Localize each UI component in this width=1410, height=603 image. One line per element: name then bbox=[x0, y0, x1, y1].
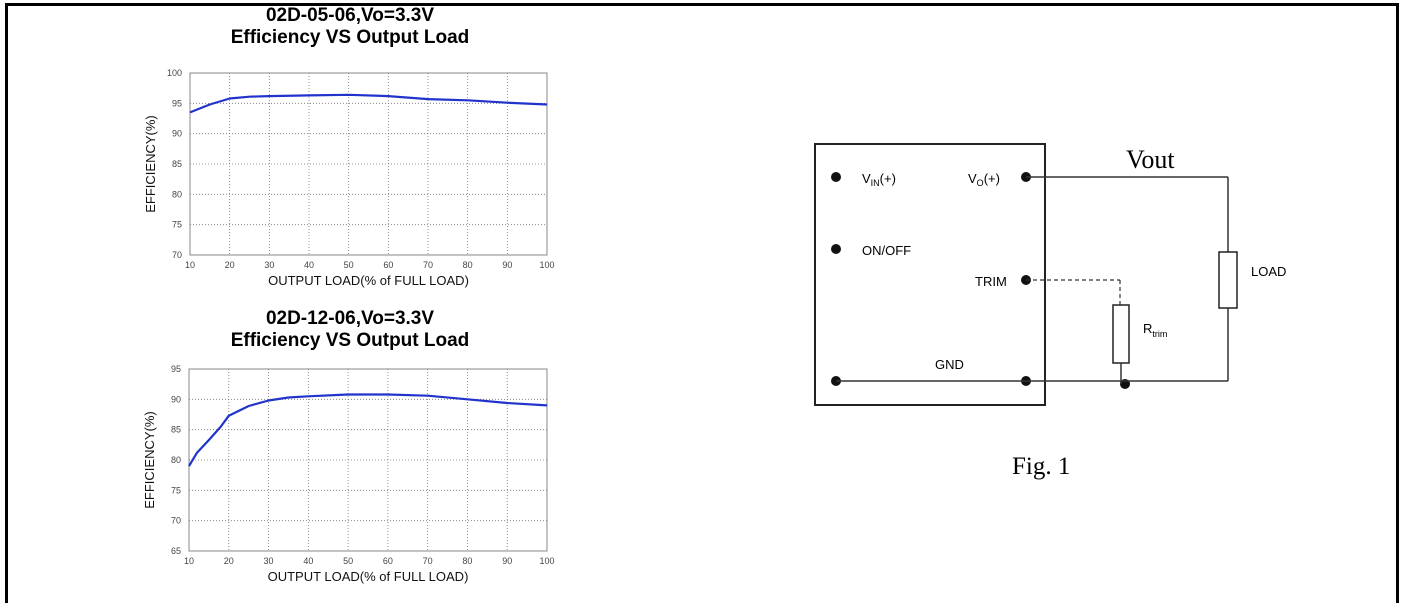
chart2-ytick-label: 85 bbox=[171, 425, 181, 435]
chart2-xtick-label: 80 bbox=[462, 556, 472, 566]
chart1-xtick-label: 90 bbox=[502, 260, 512, 270]
chart2-xtick-label: 70 bbox=[423, 556, 433, 566]
chart2-ytick-label: 90 bbox=[171, 394, 181, 404]
onoff-pin-dot bbox=[831, 244, 841, 254]
chart2-xtick-label: 10 bbox=[184, 556, 194, 566]
chart2-xtick-label: 40 bbox=[303, 556, 313, 566]
chart2-xtick-label: 30 bbox=[264, 556, 274, 566]
chart2-ytick-label: 80 bbox=[171, 455, 181, 465]
chart2-title-line2: Efficiency VS Output Load bbox=[230, 330, 470, 351]
trim-label: TRIM bbox=[975, 274, 1007, 289]
chart2-efficiency-line bbox=[188, 393, 548, 467]
chart2-ytick-label: 65 bbox=[171, 546, 181, 556]
chart1-xtick-label: 30 bbox=[264, 260, 274, 270]
chart1-ytick-label: 100 bbox=[167, 68, 182, 78]
load-resistor bbox=[1218, 251, 1238, 309]
load-label: LOAD bbox=[1251, 264, 1286, 279]
chart1-xtick-label: 20 bbox=[225, 260, 235, 270]
chart1-ytick-label: 80 bbox=[172, 189, 182, 199]
chart1-xtick-label: 70 bbox=[423, 260, 433, 270]
chart1-xtick-label: 10 bbox=[185, 260, 195, 270]
chart2-xtick-label: 90 bbox=[502, 556, 512, 566]
chart1-ytick-label: 95 bbox=[172, 98, 182, 108]
chart1-title-line1: 02D-05-06,Vo=3.3V bbox=[265, 5, 435, 26]
chart1-xtick-label: 60 bbox=[383, 260, 393, 270]
chart2-ytick-label: 75 bbox=[171, 485, 181, 495]
chart1-xtick-label: 40 bbox=[304, 260, 314, 270]
figure-caption: Fig. 1 bbox=[1012, 453, 1071, 480]
chart1-ytick-label: 90 bbox=[172, 129, 182, 139]
vo-label: VO(+) bbox=[968, 171, 1000, 188]
chart1-efficiency-line bbox=[189, 93, 548, 114]
chart2-xtick-label: 100 bbox=[539, 556, 554, 566]
chart2-xtick-label: 20 bbox=[224, 556, 234, 566]
chart2-plot-area bbox=[188, 368, 548, 552]
chart2-xtick-label: 50 bbox=[343, 556, 353, 566]
chart1-ytick-label: 75 bbox=[172, 220, 182, 230]
vin-label: VIN(+) bbox=[862, 171, 896, 188]
rtrim-label: Rtrim bbox=[1143, 321, 1167, 339]
chart2-xtick-label: 60 bbox=[383, 556, 393, 566]
chart2-yaxis-label: EFFICIENCY(%) bbox=[142, 411, 157, 509]
module-box bbox=[814, 143, 1046, 406]
chart1-xtick-label: 100 bbox=[539, 260, 554, 270]
chart2-ytick-label: 95 bbox=[171, 364, 181, 374]
chart1-xtick-label: 50 bbox=[344, 260, 354, 270]
chart1-xtick-label: 80 bbox=[463, 260, 473, 270]
vin-pin-dot bbox=[831, 172, 841, 182]
chart1-ytick-label: 70 bbox=[172, 250, 182, 260]
chart1-xaxis-label: OUTPUT LOAD(% of FULL LOAD) bbox=[268, 273, 469, 288]
chart1-title-line2: Efficiency VS Output Load bbox=[230, 27, 470, 48]
gnd-label: GND bbox=[935, 357, 964, 372]
onoff-label: ON/OFF bbox=[862, 243, 911, 258]
chart1-yaxis-label: EFFICIENCY(%) bbox=[143, 115, 158, 213]
rtrim-resistor bbox=[1112, 304, 1130, 364]
chart2-xaxis-label: OUTPUT LOAD(% of FULL LOAD) bbox=[268, 569, 469, 584]
page-frame bbox=[5, 3, 1399, 603]
chart1-ytick-label: 85 bbox=[172, 159, 182, 169]
chart2-title-line1: 02D-12-06,Vo=3.3V bbox=[265, 308, 435, 329]
vout-label: Vout bbox=[1126, 145, 1175, 174]
chart2-ytick-label: 70 bbox=[171, 516, 181, 526]
